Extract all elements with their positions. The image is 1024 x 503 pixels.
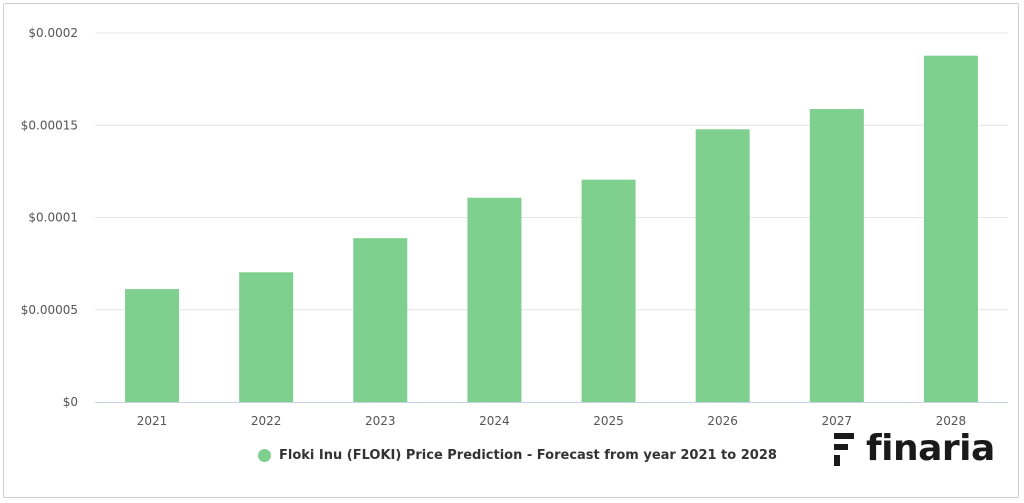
y-tick-label: $0.00005 bbox=[21, 303, 78, 317]
legend[interactable]: Floki Inu (FLOKI) Price Prediction - For… bbox=[258, 448, 777, 463]
x-tick-label: 2026 bbox=[707, 414, 738, 428]
y-axis-tick-labels: $0 $0.00005 $0.0001 $0.00015 $0.0002 bbox=[21, 26, 78, 409]
y-tick-label: $0.0001 bbox=[28, 211, 78, 225]
bar-2028[interactable] bbox=[923, 55, 978, 402]
bar-2027[interactable] bbox=[809, 109, 864, 402]
x-tick-label: 2021 bbox=[137, 414, 168, 428]
legend-marker bbox=[258, 449, 271, 462]
gridlines bbox=[95, 32, 1008, 311]
bar-2023[interactable] bbox=[353, 238, 408, 402]
bar-2025[interactable] bbox=[581, 179, 636, 402]
x-tick-label: 2027 bbox=[822, 414, 853, 428]
brand-logo: finaria bbox=[832, 428, 995, 469]
bar-2022[interactable] bbox=[239, 272, 294, 402]
bar-2021[interactable] bbox=[125, 289, 180, 402]
y-tick-label: $0.0002 bbox=[28, 26, 78, 40]
x-tick-label: 2022 bbox=[251, 414, 282, 428]
x-tick-label: 2023 bbox=[365, 414, 396, 428]
x-axis-tick-labels: 2021 2022 2023 2024 2025 2026 2027 2028 bbox=[137, 414, 966, 428]
bar-chart: $0$0.00005$0.0001$0.00015$0.0002 2021 202… bbox=[21, 26, 1008, 428]
x-tick-label: 2024 bbox=[479, 414, 510, 428]
x-tick-label: 2025 bbox=[593, 414, 624, 428]
legend-label: Floki Inu (FLOKI) Price Prediction - For… bbox=[279, 448, 777, 463]
brand-name: finaria bbox=[866, 428, 995, 469]
bars bbox=[125, 55, 978, 402]
y-tick-label: $0 bbox=[63, 395, 78, 409]
x-tick-label: 2028 bbox=[936, 414, 967, 428]
finaria-logo-icon bbox=[834, 432, 854, 466]
bar-2026[interactable] bbox=[695, 129, 750, 402]
bar-2024[interactable] bbox=[467, 197, 522, 402]
y-tick-label: $0.00015 bbox=[21, 118, 78, 132]
